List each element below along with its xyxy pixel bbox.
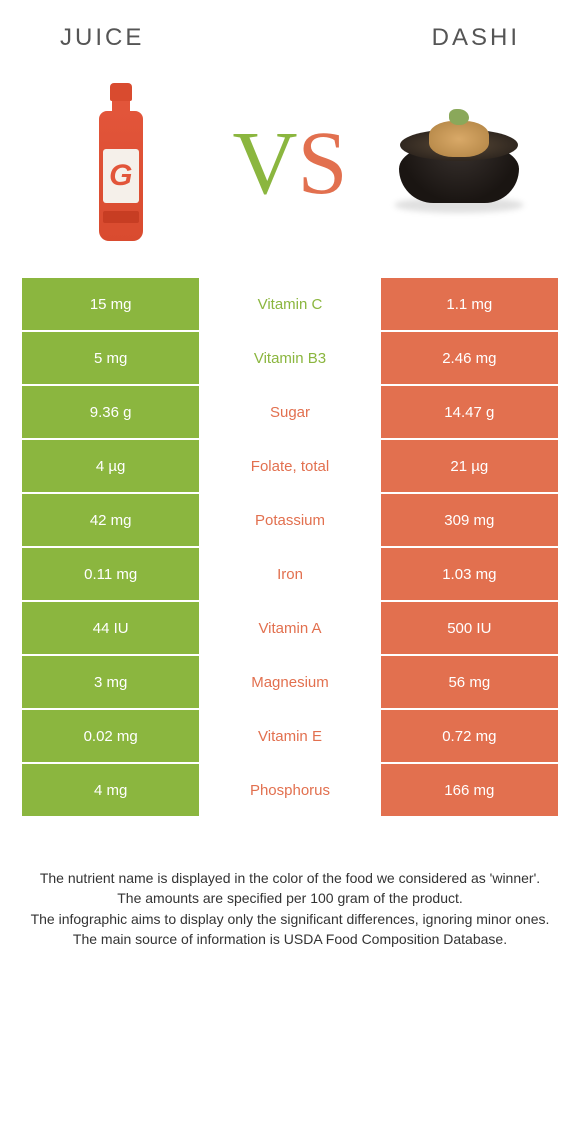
title-right: Dashi <box>432 24 520 52</box>
vs-v: V <box>232 114 297 213</box>
nutrient-label: Potassium <box>201 494 380 546</box>
table-row: 44 IUVitamin A500 IU <box>22 602 558 656</box>
title-left: Juice <box>60 24 144 52</box>
hero-row: G VS <box>0 68 580 278</box>
bottle-icon: G <box>99 83 143 243</box>
table-row: 0.11 mgIron1.03 mg <box>22 548 558 602</box>
value-left: 4 mg <box>22 764 201 816</box>
footer-line: The nutrient name is displayed in the co… <box>28 868 552 888</box>
table-row: 15 mgVitamin C1.1 mg <box>22 278 558 332</box>
value-right: 1.03 mg <box>381 548 558 600</box>
value-left: 0.11 mg <box>22 548 201 600</box>
value-left: 3 mg <box>22 656 201 708</box>
header-row: Juice Dashi <box>0 0 580 68</box>
value-left: 15 mg <box>22 278 201 330</box>
table-row: 9.36 gSugar14.47 g <box>22 386 558 440</box>
vs-text: VS <box>232 112 347 215</box>
nutrient-label: Vitamin B3 <box>201 332 380 384</box>
value-right: 2.46 mg <box>381 332 558 384</box>
value-right: 1.1 mg <box>381 278 558 330</box>
footer-notes: The nutrient name is displayed in the co… <box>0 818 580 969</box>
nutrient-label: Vitamin C <box>201 278 380 330</box>
table-row: 3 mgMagnesium56 mg <box>22 656 558 710</box>
value-left: 44 IU <box>22 602 201 654</box>
nutrient-label: Magnesium <box>201 656 380 708</box>
nutrient-label: Iron <box>201 548 380 600</box>
juice-image: G <box>51 78 191 248</box>
footer-line: The amounts are specified per 100 gram o… <box>28 888 552 908</box>
nutrient-label: Sugar <box>201 386 380 438</box>
value-right: 56 mg <box>381 656 558 708</box>
footer-line: The main source of information is USDA F… <box>28 929 552 949</box>
value-left: 9.36 g <box>22 386 201 438</box>
nutrient-label: Vitamin A <box>201 602 380 654</box>
value-right: 21 µg <box>381 440 558 492</box>
table-row: 5 mgVitamin B32.46 mg <box>22 332 558 386</box>
nutrient-label: Phosphorus <box>201 764 380 816</box>
value-right: 166 mg <box>381 764 558 816</box>
nutrient-label: Vitamin E <box>201 710 380 762</box>
value-left: 4 µg <box>22 440 201 492</box>
dashi-image <box>389 78 529 248</box>
value-left: 0.02 mg <box>22 710 201 762</box>
value-right: 309 mg <box>381 494 558 546</box>
table-row: 0.02 mgVitamin E0.72 mg <box>22 710 558 764</box>
value-right: 14.47 g <box>381 386 558 438</box>
footer-line: The infographic aims to display only the… <box>28 909 552 929</box>
table-row: 42 mgPotassium309 mg <box>22 494 558 548</box>
value-left: 5 mg <box>22 332 201 384</box>
table-row: 4 mgPhosphorus166 mg <box>22 764 558 818</box>
bowl-icon <box>389 113 529 213</box>
value-right: 500 IU <box>381 602 558 654</box>
value-left: 42 mg <box>22 494 201 546</box>
table-row: 4 µgFolate, total21 µg <box>22 440 558 494</box>
nutrient-table: 15 mgVitamin C1.1 mg5 mgVitamin B32.46 m… <box>22 278 558 818</box>
vs-s: S <box>297 114 347 213</box>
nutrient-label: Folate, total <box>201 440 380 492</box>
value-right: 0.72 mg <box>381 710 558 762</box>
